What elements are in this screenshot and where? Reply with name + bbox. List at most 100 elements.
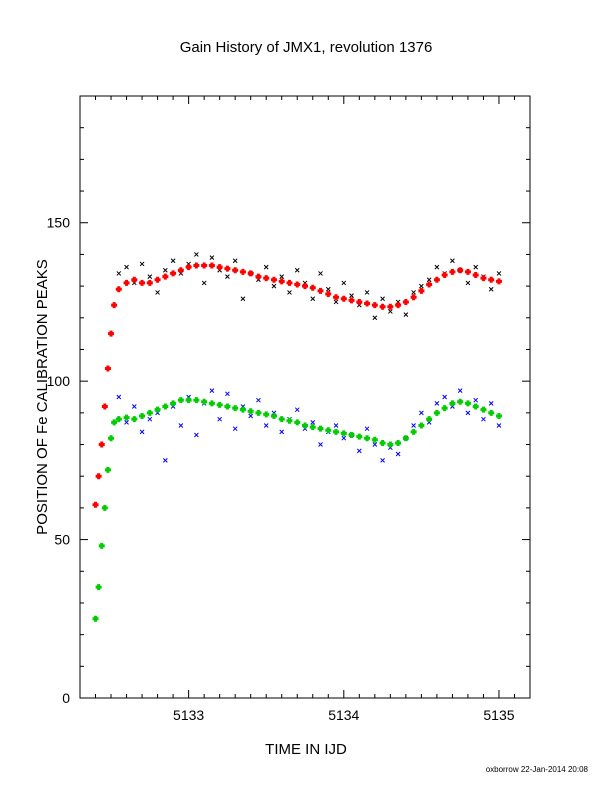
data-point <box>333 423 339 428</box>
data-point <box>256 397 261 403</box>
data-point <box>225 391 230 397</box>
data-point <box>271 283 277 289</box>
data-point <box>216 264 223 271</box>
data-point <box>147 274 153 279</box>
data-point <box>95 584 102 591</box>
data-point <box>162 403 169 410</box>
data-point <box>116 271 122 276</box>
data-point <box>340 430 347 437</box>
data-point <box>101 504 108 511</box>
data-point <box>356 448 362 454</box>
data-point <box>162 458 168 463</box>
axes: 0 50 100 150 5133 5134 5135 <box>47 95 531 723</box>
data-point <box>124 419 129 425</box>
data-point <box>419 410 424 416</box>
data-point <box>488 276 495 283</box>
data-point <box>287 290 292 295</box>
data-point <box>418 287 425 294</box>
data-point <box>147 416 153 422</box>
series-low-peak-fit <box>92 397 502 622</box>
data-point <box>310 296 316 302</box>
data-point <box>472 403 479 410</box>
data-point <box>341 435 347 441</box>
data-point <box>162 267 168 273</box>
data-point <box>232 258 238 264</box>
data-point <box>387 309 393 314</box>
data-point <box>248 413 254 419</box>
y-tick-label: 100 <box>47 373 71 389</box>
data-point <box>92 501 99 508</box>
data-point <box>356 433 363 440</box>
data-point <box>480 406 487 413</box>
data-point <box>154 276 161 283</box>
x-tick-label: 5133 <box>173 707 204 723</box>
data-point <box>170 270 177 277</box>
data-point <box>379 439 386 446</box>
data-point <box>403 312 409 317</box>
data-point <box>225 274 230 279</box>
data-point <box>395 302 402 309</box>
y-tick-label: 150 <box>47 215 71 231</box>
data-point <box>441 405 448 412</box>
data-point <box>185 264 192 271</box>
data-point <box>170 258 176 264</box>
data-point <box>92 615 99 622</box>
data-point <box>309 284 316 291</box>
data-point <box>278 416 285 423</box>
data-point <box>263 423 269 428</box>
data-point <box>380 458 385 463</box>
data-point <box>131 416 138 423</box>
data-point <box>333 299 339 305</box>
data-point <box>209 255 215 260</box>
data-point <box>387 441 394 448</box>
data-point <box>217 416 223 422</box>
y-tick-label: 0 <box>62 690 70 706</box>
data-point <box>224 403 231 410</box>
data-point <box>465 280 471 286</box>
data-point <box>154 406 161 413</box>
data-point <box>278 278 285 285</box>
data-point <box>465 410 471 416</box>
data-point <box>333 294 340 301</box>
series-high-peak-raw <box>116 252 502 321</box>
data-point <box>139 261 145 267</box>
data-point <box>457 267 464 274</box>
data-point <box>364 435 371 442</box>
data-point <box>294 419 301 426</box>
data-point <box>193 262 200 269</box>
data-point <box>294 407 300 413</box>
data-point <box>371 436 378 443</box>
data-point <box>194 432 199 438</box>
y-tick-label: 50 <box>54 532 70 548</box>
data-point <box>309 424 316 431</box>
data-point <box>177 267 184 274</box>
data-point <box>333 428 340 435</box>
data-point <box>104 365 111 372</box>
data-point <box>464 400 471 407</box>
data-point <box>433 276 440 283</box>
data-point <box>356 298 363 305</box>
data-point <box>348 432 355 439</box>
data-point <box>131 404 137 409</box>
data-point <box>139 279 146 286</box>
data-point <box>434 400 440 406</box>
data-point <box>139 429 145 435</box>
data-point <box>464 268 471 275</box>
data-point <box>325 291 332 298</box>
data-point <box>185 397 192 404</box>
data-point <box>348 297 355 304</box>
data-point <box>371 302 378 309</box>
data-point <box>131 276 138 283</box>
data-point <box>263 275 270 282</box>
data-point <box>255 273 262 280</box>
data-point <box>232 267 239 274</box>
data-point <box>488 400 494 406</box>
series-low-peak-raw <box>116 388 502 463</box>
credit-text: oxborrow 22-Jan-2014 20:08 <box>486 765 589 774</box>
data-point <box>177 397 184 404</box>
data-point <box>146 279 153 286</box>
data-point <box>442 394 448 400</box>
data-point <box>155 290 160 295</box>
data-point <box>95 473 102 480</box>
data-point <box>115 416 122 423</box>
